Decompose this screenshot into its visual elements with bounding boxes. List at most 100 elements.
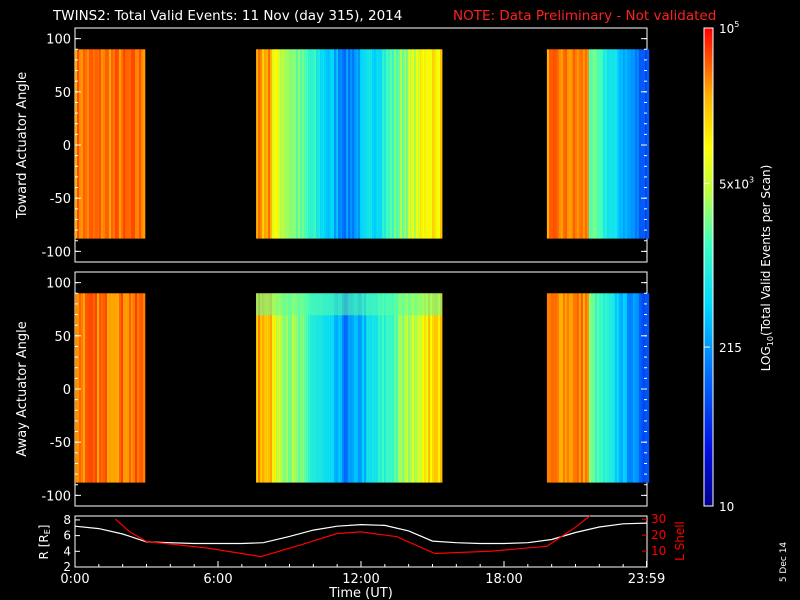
- heatmap-column: [362, 293, 365, 483]
- heatmap-column: [364, 49, 367, 239]
- heatmap-column: [300, 293, 303, 483]
- heatmap-column: [594, 49, 598, 239]
- heatmap-column: [618, 293, 622, 483]
- heatmap-column: [366, 293, 369, 483]
- heatmap-column: [578, 293, 582, 483]
- heatmap-column: [416, 49, 419, 239]
- heatmap-column: [314, 293, 317, 483]
- heatmap-column: [129, 293, 132, 483]
- heatmap-column: [598, 293, 602, 483]
- heatmap-column: [368, 49, 371, 239]
- colorbar-ticks: 10 215 5x103 105: [704, 20, 754, 514]
- heatmap-column: [312, 293, 315, 483]
- heatmap-column: [616, 49, 620, 239]
- heatmap-column: [576, 293, 580, 483]
- heatmap-column: [131, 49, 134, 239]
- heatmap-column: [75, 49, 78, 239]
- radius-tick-label: 6: [63, 529, 71, 543]
- heatmap-column: [262, 49, 265, 239]
- heatmap-column: [348, 49, 351, 239]
- heatmap-column: [310, 49, 313, 239]
- heatmap-column: [83, 49, 86, 239]
- heatmap-column: [580, 49, 584, 239]
- heatmap-column: [101, 49, 104, 239]
- heatmap-column: [338, 49, 341, 239]
- time-tick-label: 12:00: [342, 572, 379, 587]
- heatmap-column: [324, 49, 327, 239]
- heatmap-column: [350, 49, 353, 239]
- heatmap-column: [400, 49, 403, 239]
- heatmap-column: [586, 49, 590, 239]
- heatmap-column: [121, 49, 124, 239]
- heatmap-column: [77, 293, 80, 483]
- heatmap-column: [588, 293, 592, 483]
- heatmap-column: [352, 293, 355, 483]
- heatmap-column: [634, 49, 638, 239]
- radius-tick-label: 4: [63, 544, 71, 558]
- heatmap-column: [424, 293, 427, 483]
- heatmap-column: [566, 49, 570, 239]
- heatmap-column: [302, 293, 305, 483]
- heatmap-column: [396, 49, 399, 239]
- heatmap-column: [560, 49, 564, 239]
- heatmap-column: [111, 49, 114, 239]
- heatmap-column: [340, 293, 343, 483]
- heatmap-column: [386, 49, 389, 239]
- heatmap-column: [288, 49, 291, 239]
- heatmap-column: [111, 293, 114, 483]
- lshell-axis-label: L Shell: [673, 521, 687, 561]
- heatmap-column: [139, 49, 142, 239]
- heatmap-column: [600, 293, 604, 483]
- heatmap-column: [384, 293, 387, 483]
- y-tick-label: 50: [54, 86, 71, 101]
- heatmap-column: [430, 49, 433, 239]
- heatmap-column: [584, 293, 588, 483]
- heatmap-column: [560, 293, 564, 483]
- heatmap-column: [326, 293, 329, 483]
- colorbar: 10 215 5x103 105 LOG10(Total Valid Events p…: [703, 20, 775, 514]
- heatmap-column: [594, 293, 598, 483]
- heatmap-column: [133, 49, 136, 239]
- heatmap-column: [564, 49, 568, 239]
- heatmap-column: [87, 49, 90, 239]
- heatmap-column: [400, 293, 403, 483]
- heatmap-column: [374, 49, 377, 239]
- heatmap-column: [624, 293, 628, 483]
- heatmap-column: [418, 49, 421, 239]
- heatmap-column: [280, 49, 283, 239]
- heatmap-column: [632, 49, 636, 239]
- heatmap-column: [392, 49, 395, 239]
- heatmap-column: [398, 49, 401, 239]
- heatmap-column: [640, 49, 644, 239]
- radius-tick-label: 2: [63, 560, 71, 574]
- heatmap-column: [372, 293, 375, 483]
- time-axis-label: Time (UT): [328, 586, 393, 600]
- heatmap-column: [420, 293, 423, 483]
- heatmap-column: [600, 49, 604, 239]
- heatmap-column: [117, 293, 120, 483]
- heatmap-column: [310, 293, 313, 483]
- heatmap-column: [141, 293, 144, 483]
- y-tick-label: -50: [50, 192, 71, 207]
- heatmap-column: [298, 49, 301, 239]
- radius-axis-label: R [RE]: [37, 525, 52, 560]
- heatmap-column: [79, 293, 82, 483]
- heatmap-column: [286, 293, 289, 483]
- heatmap-column: [438, 49, 441, 239]
- heatmap-column: [606, 49, 610, 239]
- heatmap-column: [576, 49, 580, 239]
- heatmap-column: [258, 49, 261, 239]
- away-y-ticks: 100 50 0 -50 -100: [41, 277, 647, 504]
- heatmap-column: [626, 49, 630, 239]
- heatmap-column: [608, 293, 612, 483]
- heatmap-column: [316, 293, 319, 483]
- heatmap-column: [266, 49, 269, 239]
- heatmap-column: [578, 49, 582, 239]
- heatmap-column: [115, 293, 118, 483]
- heatmap-column: [424, 49, 427, 239]
- heatmap-column: [93, 293, 96, 483]
- heatmap-column: [366, 49, 369, 239]
- heatmap-column: [296, 293, 299, 483]
- heatmap-column: [358, 293, 361, 483]
- heatmap-column: [592, 293, 596, 483]
